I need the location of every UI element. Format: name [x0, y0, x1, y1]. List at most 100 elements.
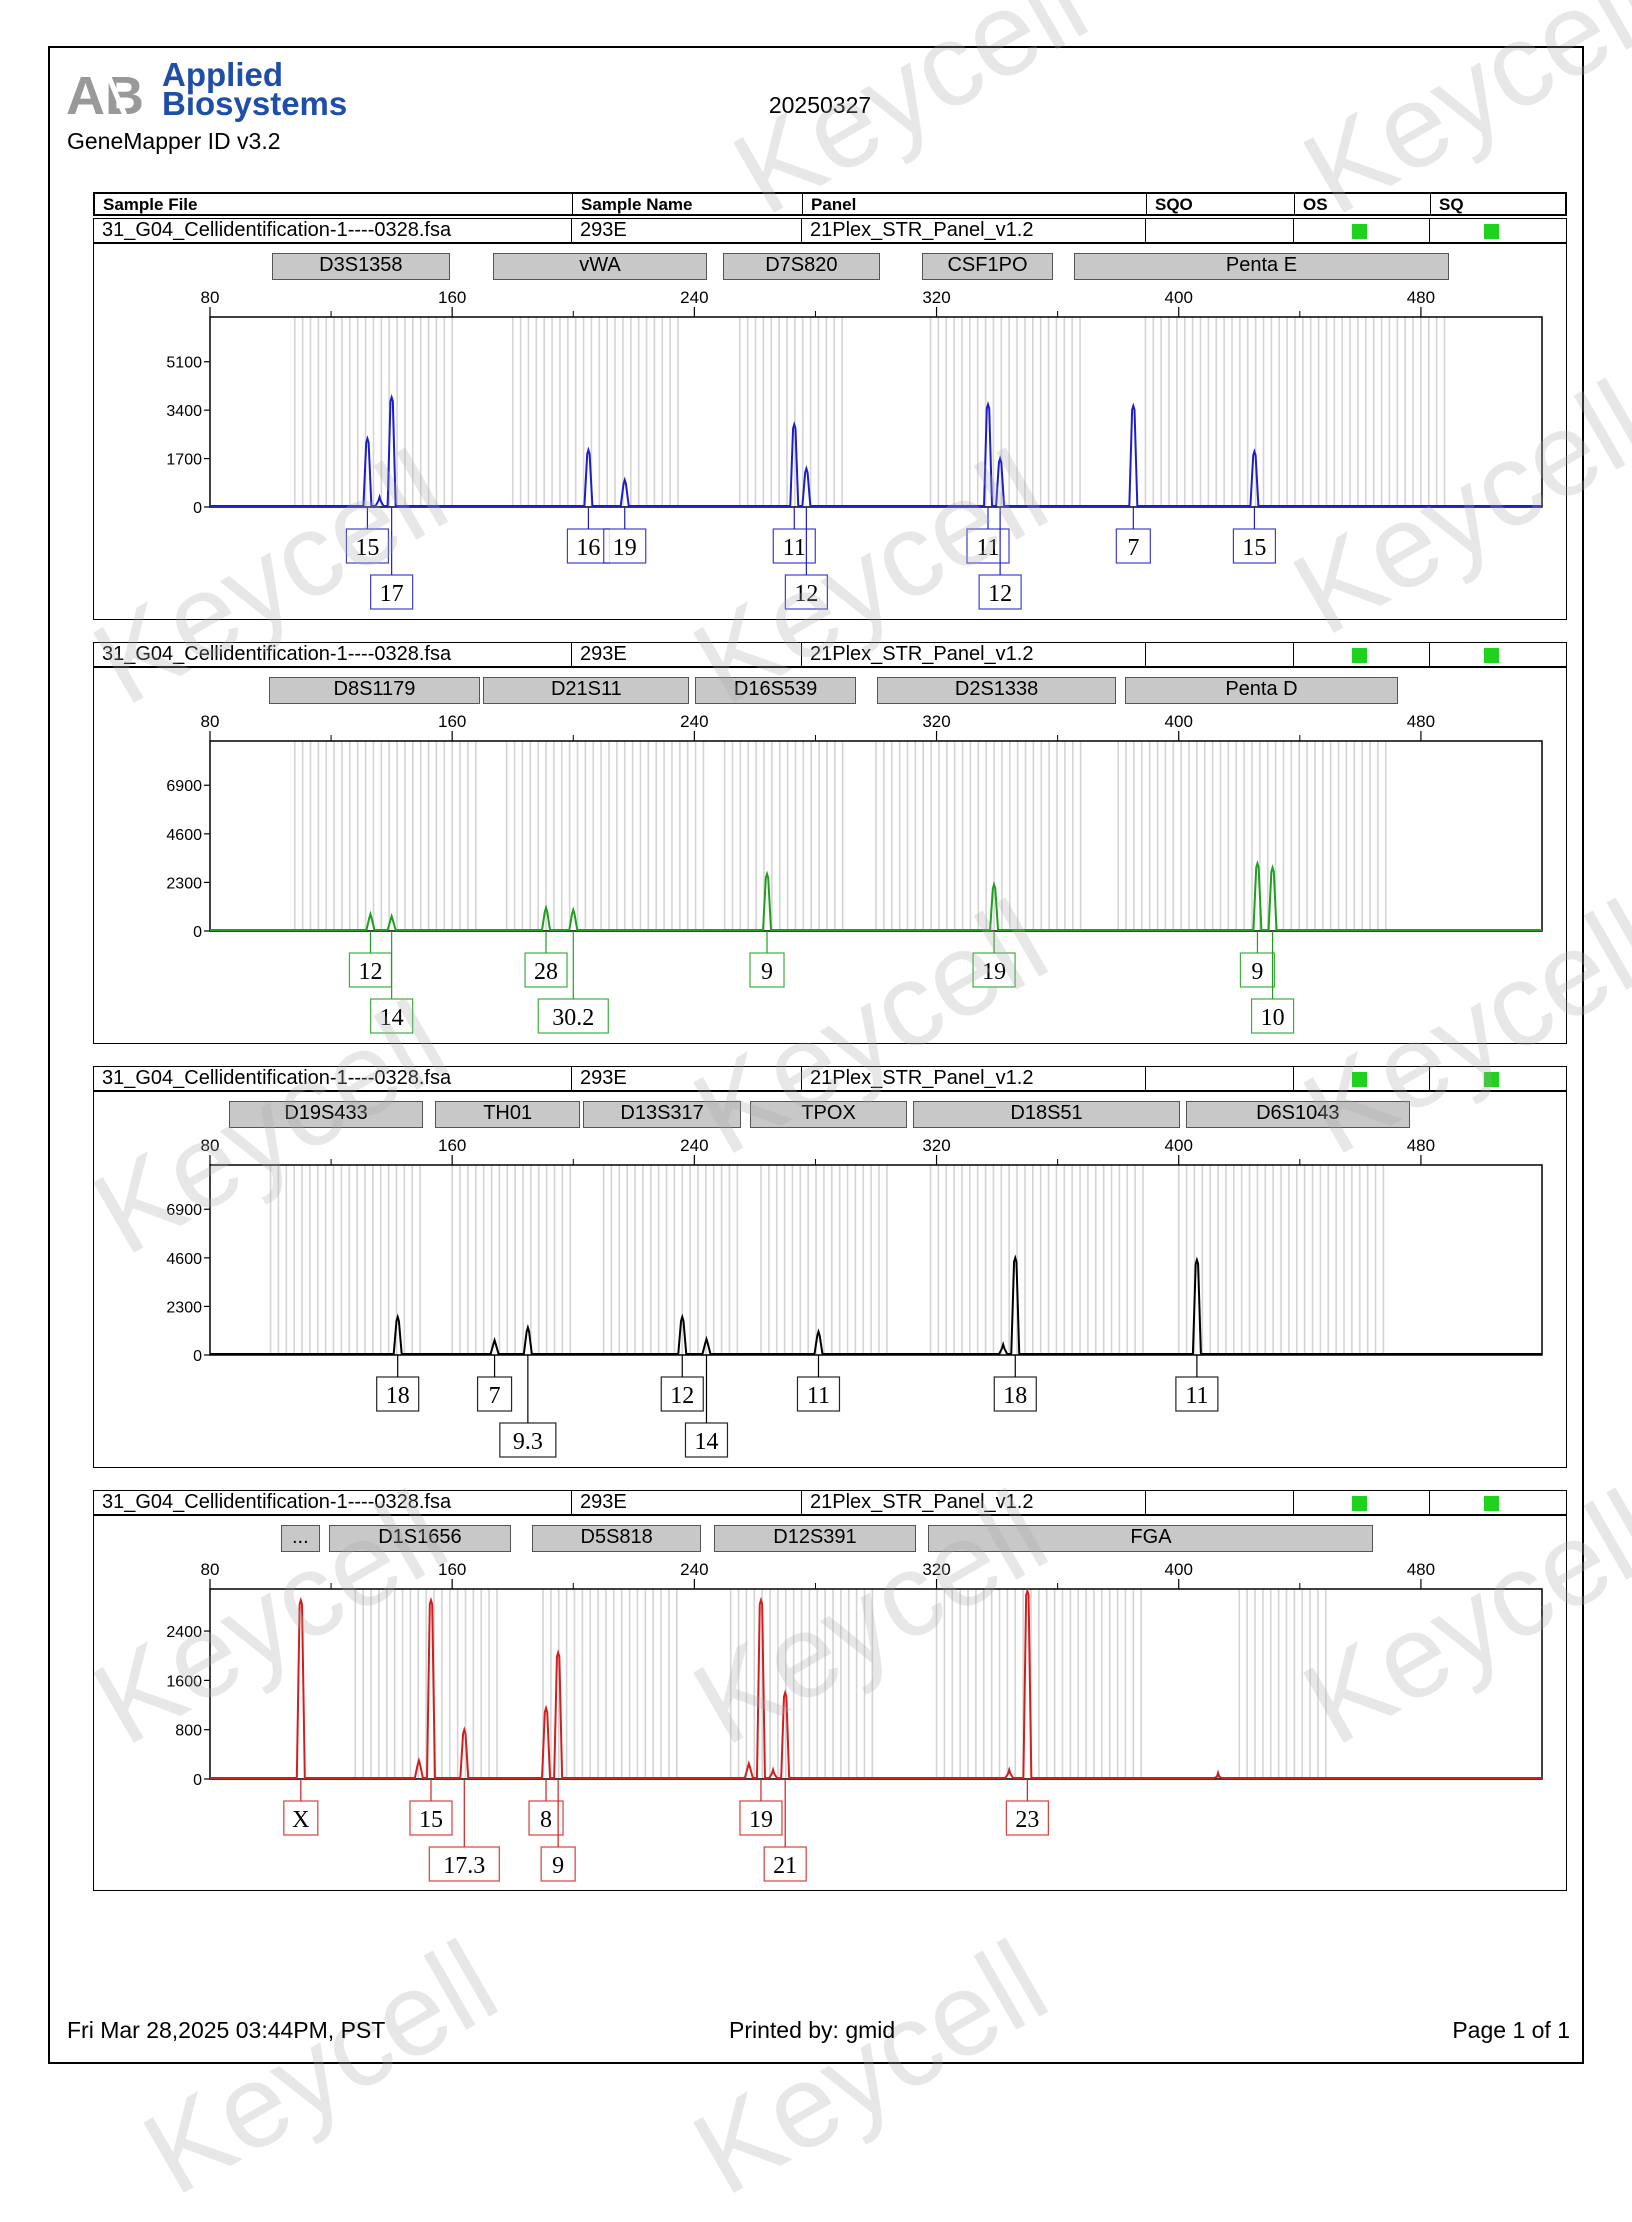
allele-call-label: 28 — [534, 959, 558, 985]
allele-call-label: 12 — [794, 581, 818, 607]
col-sq: SQ — [1431, 194, 1565, 214]
allele-call-label: 11 — [807, 1383, 830, 1409]
y-tick-label: 6900 — [166, 778, 202, 795]
software-version: GeneMapper ID v3.2 — [67, 128, 281, 155]
allele-call-label: 17 — [380, 581, 404, 607]
y-tick-label: 1600 — [166, 1673, 202, 1690]
x-tick-label: 480 — [1407, 288, 1435, 307]
allele-call-label: 18 — [386, 1383, 410, 1409]
x-tick-label: 320 — [922, 288, 950, 307]
footer-datetime: Fri Mar 28,2025 03:44PM, PST — [67, 2017, 385, 2044]
electropherogram-plot: 80 160 240 320 400 480 0 2300 4600 6900 12 14 28 30.2… — [94, 643, 1568, 1045]
allele-call-label: 14 — [694, 1429, 718, 1455]
x-tick-label: 480 — [1407, 1136, 1435, 1155]
col-panel: Panel — [803, 194, 1147, 214]
allele-call-label: 23 — [1015, 1807, 1039, 1833]
x-tick-label: 80 — [201, 1560, 220, 1579]
footer-page-number: Page 1 of 1 — [1452, 2017, 1570, 2044]
x-tick-label: 400 — [1165, 1560, 1193, 1579]
allele-call-label: 17.3 — [443, 1853, 485, 1879]
x-tick-label: 160 — [438, 712, 466, 731]
allele-call-label: 7 — [489, 1383, 501, 1409]
allele-call-label: 19 — [613, 535, 637, 561]
applied-biosystems-logo-icon: AB — [66, 64, 166, 122]
x-tick-label: 240 — [680, 288, 708, 307]
x-tick-label: 160 — [438, 1136, 466, 1155]
y-tick-label: 0 — [193, 1348, 202, 1365]
allele-call-label: 11 — [1185, 1383, 1208, 1409]
x-tick-label: 480 — [1407, 712, 1435, 731]
col-os: OS — [1295, 194, 1431, 214]
allele-call-label: 16 — [576, 535, 600, 561]
brand-name: Applied Biosystems — [162, 60, 347, 118]
x-tick-label: 480 — [1407, 1560, 1435, 1579]
allele-call-label: 9.3 — [513, 1429, 543, 1455]
x-tick-label: 240 — [680, 712, 708, 731]
allele-call-label: 8 — [540, 1807, 552, 1833]
x-tick-label: 240 — [680, 1136, 708, 1155]
allele-call-label: 9 — [552, 1853, 564, 1879]
allele-call-label: 14 — [380, 1005, 404, 1031]
x-tick-label: 80 — [201, 288, 220, 307]
allele-call-label: X — [292, 1807, 309, 1833]
x-tick-label: 240 — [680, 1560, 708, 1579]
x-tick-label: 80 — [201, 712, 220, 731]
y-tick-label: 0 — [193, 500, 202, 517]
allele-call-label: 18 — [1003, 1383, 1027, 1409]
table-header: Sample File Sample Name Panel SQO OS SQ — [93, 192, 1567, 216]
electropherogram-plot: 80 160 240 320 400 480 0 2300 4600 6900 18 7 9.3 1214… — [94, 1067, 1568, 1469]
allele-call-label: 11 — [976, 535, 999, 561]
x-tick-label: 400 — [1165, 712, 1193, 731]
allele-call-label: 9 — [1251, 959, 1263, 985]
y-tick-label: 2300 — [166, 1299, 202, 1316]
allele-call-label: 11 — [783, 535, 806, 561]
allele-call-label: 15 — [1242, 535, 1266, 561]
allele-call-label: 12 — [358, 959, 382, 985]
allele-call-label: 19 — [749, 1807, 773, 1833]
y-tick-label: 1700 — [166, 452, 202, 469]
y-tick-label: 2400 — [166, 1624, 202, 1641]
col-sample-file: Sample File — [95, 194, 573, 214]
y-tick-label: 5100 — [166, 355, 202, 372]
y-tick-label: 0 — [193, 924, 202, 941]
x-tick-label: 320 — [922, 1560, 950, 1579]
col-sample-name: Sample Name — [573, 194, 803, 214]
allele-call-label: 19 — [982, 959, 1006, 985]
x-tick-label: 160 — [438, 288, 466, 307]
y-tick-label: 0 — [193, 1772, 202, 1789]
allele-call-label: 30.2 — [552, 1005, 594, 1031]
x-tick-label: 320 — [922, 712, 950, 731]
y-tick-label: 3400 — [166, 403, 202, 420]
footer-printed-by: Printed by: gmid — [729, 2017, 895, 2044]
allele-call-label: 10 — [1261, 1005, 1285, 1031]
allele-call-label: 21 — [773, 1853, 797, 1879]
signal-trace — [210, 1258, 1542, 1354]
svg-text:AB: AB — [66, 66, 144, 122]
allele-call-label: 12 — [670, 1383, 694, 1409]
y-tick-label: 6900 — [166, 1202, 202, 1219]
allele-call-label: 12 — [988, 581, 1012, 607]
y-tick-label: 2300 — [166, 875, 202, 892]
report-date: 20250327 — [740, 92, 900, 119]
col-sqo: SQO — [1147, 194, 1295, 214]
y-tick-label: 800 — [175, 1723, 202, 1740]
allele-call-label: 15 — [419, 1807, 443, 1833]
x-tick-label: 400 — [1165, 1136, 1193, 1155]
x-tick-label: 160 — [438, 1560, 466, 1579]
x-tick-label: 400 — [1165, 288, 1193, 307]
allele-call-label: 9 — [761, 959, 773, 985]
allele-call-label: 15 — [355, 535, 379, 561]
x-tick-label: 320 — [922, 1136, 950, 1155]
brand-line-2: Biosystems — [162, 89, 347, 118]
y-tick-label: 4600 — [166, 1251, 202, 1268]
allele-call-label: 7 — [1127, 535, 1139, 561]
x-tick-label: 80 — [201, 1136, 220, 1155]
plot-area — [210, 1165, 1542, 1355]
y-tick-label: 4600 — [166, 827, 202, 844]
